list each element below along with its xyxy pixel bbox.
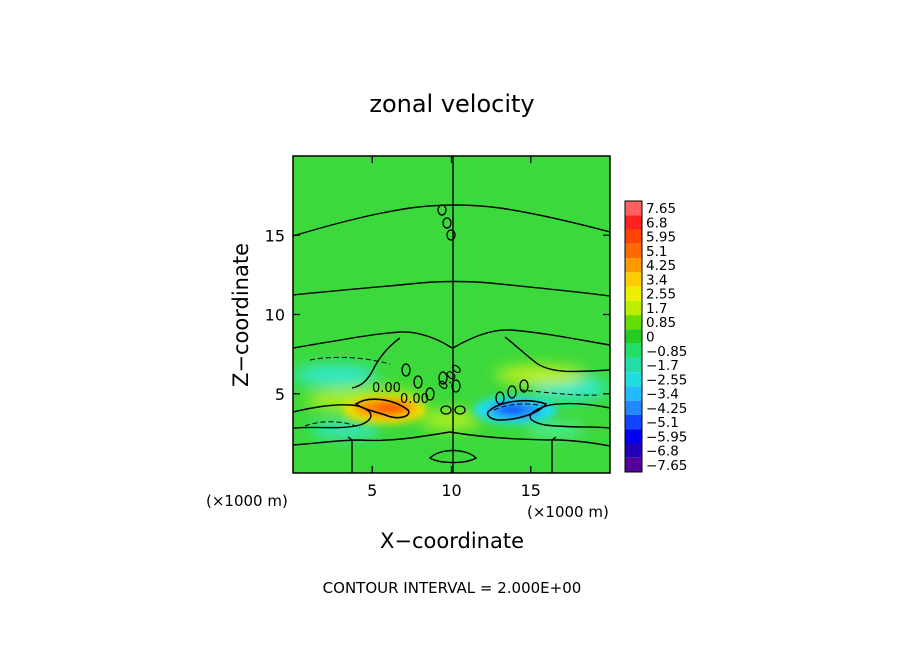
contour-loop bbox=[438, 371, 448, 385]
colorbar-swatch bbox=[625, 329, 642, 344]
contour-loop bbox=[437, 204, 447, 216]
field-pos-band-right bbox=[495, 365, 585, 385]
colorbar-swatch bbox=[625, 286, 642, 301]
colorbar-label: −7.65 bbox=[646, 458, 687, 474]
y-tick-label: 15 bbox=[265, 226, 285, 245]
contour-dashed-right bbox=[519, 389, 601, 396]
y-tick-label: 5 bbox=[275, 385, 285, 404]
x-axis: 5 10 15 bbox=[367, 156, 541, 500]
colorbar-label: 1.7 bbox=[646, 301, 667, 317]
contour-loop bbox=[446, 229, 456, 241]
colorbar-swatch bbox=[625, 400, 642, 415]
colorbar-swatch bbox=[625, 443, 642, 458]
colorbar-swatch bbox=[625, 357, 642, 373]
contour-jet-negative bbox=[486, 399, 548, 421]
contour-dashed-left-lower bbox=[304, 421, 361, 429]
contour-loop bbox=[440, 405, 452, 415]
contour-bottom-left-spike bbox=[347, 436, 353, 473]
colorbar-swatch bbox=[625, 201, 642, 216]
contour-loop bbox=[442, 217, 452, 229]
colorbar-label: 3.4 bbox=[646, 272, 667, 288]
contour-upper-left-loop bbox=[351, 337, 401, 389]
contour-right-base bbox=[529, 402, 610, 429]
colorbar-label: 6.8 bbox=[646, 215, 667, 231]
contour-loop bbox=[413, 375, 423, 389]
colorbar-label: −2.55 bbox=[646, 372, 687, 388]
colorbar-label: 2.55 bbox=[646, 287, 676, 303]
x-tick-label: 15 bbox=[521, 481, 541, 500]
contour-upper-right-loop bbox=[504, 336, 610, 373]
contour-left-base bbox=[293, 404, 372, 429]
contour-loop bbox=[401, 363, 411, 377]
contour-dashed-lines bbox=[304, 356, 601, 429]
plot-area: 0.00 0.00 0.00 bbox=[293, 156, 610, 473]
contour-upper bbox=[293, 204, 610, 237]
y-axis: 5 10 15 bbox=[265, 226, 610, 404]
colorbar-label: −5.1 bbox=[646, 415, 679, 431]
colorbar-label: −5.95 bbox=[646, 429, 687, 445]
field-weak-neg-left bbox=[293, 364, 377, 386]
chart-title: zonal velocity bbox=[369, 90, 534, 118]
colorbar-swatch bbox=[625, 272, 642, 287]
contour-loop bbox=[454, 405, 466, 415]
contour-bottom-lens bbox=[428, 449, 478, 464]
field-jet-pos-peak bbox=[376, 403, 404, 413]
colorbar-label: 5.1 bbox=[646, 244, 667, 260]
colorbar-frame bbox=[624, 200, 643, 473]
contour-interval-note: CONTOUR INTERVAL = 2.000E+00 bbox=[323, 579, 582, 597]
y-axis-unit: (×1000 m) bbox=[206, 492, 288, 510]
y-tick-label: 10 bbox=[265, 306, 285, 325]
colorbar-swatch bbox=[625, 414, 642, 430]
contour-loop bbox=[451, 379, 461, 393]
colorbar-swatch bbox=[625, 457, 642, 472]
contour-label: 0.00 bbox=[372, 381, 401, 396]
colorbar: 7.656.85.955.14.253.42.551.70.850−0.85−1… bbox=[624, 200, 687, 474]
contour-loop bbox=[425, 387, 435, 401]
x-tick-label: 5 bbox=[367, 481, 377, 500]
colorbar-swatch bbox=[625, 215, 642, 230]
contour-lines bbox=[293, 156, 610, 473]
colorbar-label: −3.4 bbox=[646, 387, 679, 403]
field-lower-neg-left bbox=[310, 422, 380, 438]
colorbar-label: 7.65 bbox=[646, 201, 676, 217]
x-axis-unit: (×1000 m) bbox=[527, 503, 609, 521]
contour-zero-loops bbox=[401, 204, 529, 415]
colorbar-label: 4.25 bbox=[646, 258, 676, 274]
contour-loop bbox=[507, 385, 517, 399]
y-axis-label: Z−coordinate bbox=[229, 243, 253, 387]
colorbar-label: −4.25 bbox=[646, 401, 687, 417]
colorbar-label: 5.95 bbox=[646, 230, 676, 246]
colorbar-swatch bbox=[625, 229, 642, 244]
field-pos-band-mid bbox=[420, 410, 480, 430]
x-tick-label: 10 bbox=[441, 481, 461, 500]
contour-label: 0.00 bbox=[400, 392, 429, 407]
contour-mid bbox=[293, 280, 610, 297]
x-axis-label: X−coordinate bbox=[380, 529, 524, 553]
contour-dashed-jet-right bbox=[493, 403, 543, 411]
contour-bottom-right-spike bbox=[551, 436, 557, 473]
contour-lower-base bbox=[293, 431, 610, 447]
colorbar-swatch bbox=[625, 429, 642, 444]
contour-loop bbox=[495, 391, 505, 405]
colorbar-swatch bbox=[625, 343, 642, 358]
colorbar-swatch bbox=[625, 315, 642, 330]
colorbar-swatch bbox=[625, 300, 642, 316]
colorbar-swatch bbox=[625, 372, 642, 387]
colorbar-swatch bbox=[625, 243, 642, 259]
colorbar-label: −6.8 bbox=[646, 444, 679, 460]
contour-zero-right bbox=[452, 329, 610, 349]
colorbar-swatch bbox=[625, 386, 642, 401]
contour-loop bbox=[519, 379, 529, 393]
colorbar-label: 0 bbox=[646, 330, 655, 346]
colorbar-label: −0.85 bbox=[646, 344, 687, 360]
contour-zero-left bbox=[293, 331, 453, 349]
colorbar-label: −1.7 bbox=[646, 358, 679, 374]
contour-dashed-left-upper bbox=[309, 356, 391, 365]
colorbar-label: 0.85 bbox=[646, 315, 676, 331]
field-jet-neg-peak bbox=[500, 406, 524, 414]
colorbar-swatch bbox=[625, 258, 642, 273]
contour-jet-positive bbox=[354, 398, 410, 419]
